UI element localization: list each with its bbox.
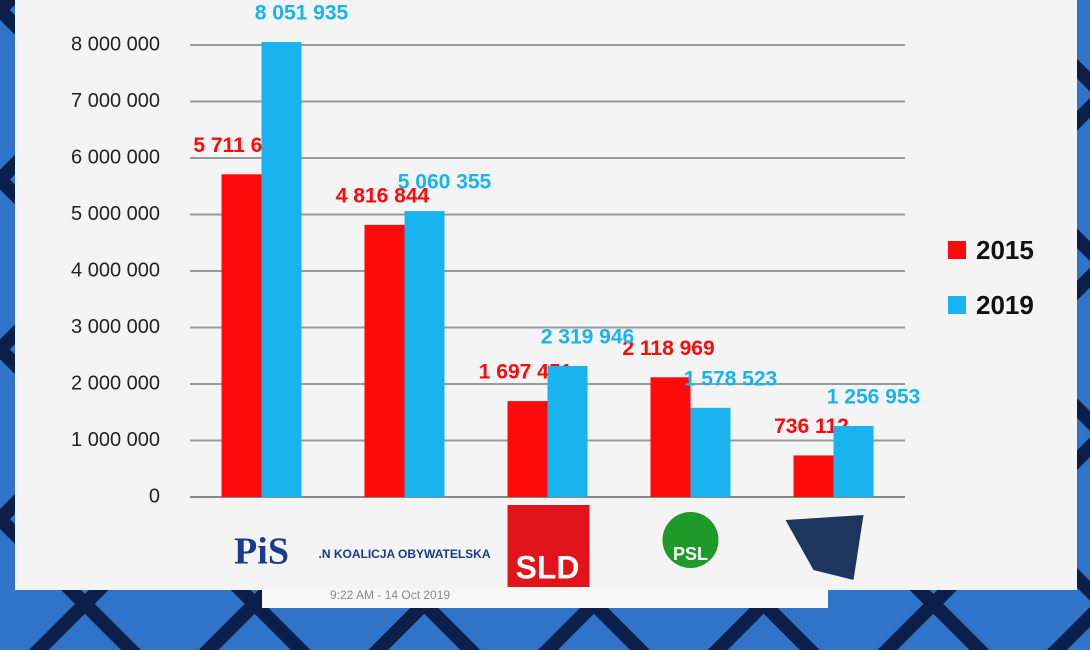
logo-shape [785,515,864,580]
bar [833,425,874,497]
bar [793,455,834,497]
bar [221,174,262,498]
data-label: 5 060 355 [398,171,492,194]
tweet-footer [262,588,828,608]
data-label: 4 816 844 [336,184,430,207]
bar [650,377,691,497]
legend-swatch [948,296,966,314]
x-tick-label: PiS [234,531,289,573]
y-tick-label: 8 000 000 [71,33,160,55]
y-tick-label: 2 000 000 [71,372,160,394]
bar [507,401,548,497]
chart-panel [15,0,1077,590]
legend-label: 2019 [976,290,1034,320]
x-tick-label: SLD [516,549,580,585]
y-tick-label: 4 000 000 [71,259,160,281]
logo-background [662,512,719,568]
y-tick-label: 7 000 000 [71,90,160,112]
data-label: 2 319 946 [541,325,634,348]
bar [690,407,731,497]
data-label: 8 051 935 [255,2,349,25]
data-label: 1 578 523 [684,367,777,390]
bar [404,211,445,497]
y-tick-label: 3 000 000 [71,316,160,338]
legend-label: 2015 [976,235,1034,265]
bar [364,224,405,497]
y-tick-label: 0 [149,485,160,507]
data-label: 2 118 969 [622,337,714,360]
y-tick-label: 5 000 000 [71,203,160,225]
x-tick-label: PSL [673,544,708,564]
data-label: 1 256 953 [827,386,920,409]
y-tick-label: 1 000 000 [71,429,160,451]
bar [261,42,302,497]
x-tick-label: .N KOALICJA OBYWATELSKA [318,547,490,561]
bar [547,365,588,497]
y-tick-label: 6 000 000 [71,146,160,168]
logo-background [507,505,590,587]
data-label: 736 112 [774,415,849,438]
legend-swatch [948,241,966,259]
timestamp: 9:22 AM - 14 Oct 2019 [330,588,450,602]
